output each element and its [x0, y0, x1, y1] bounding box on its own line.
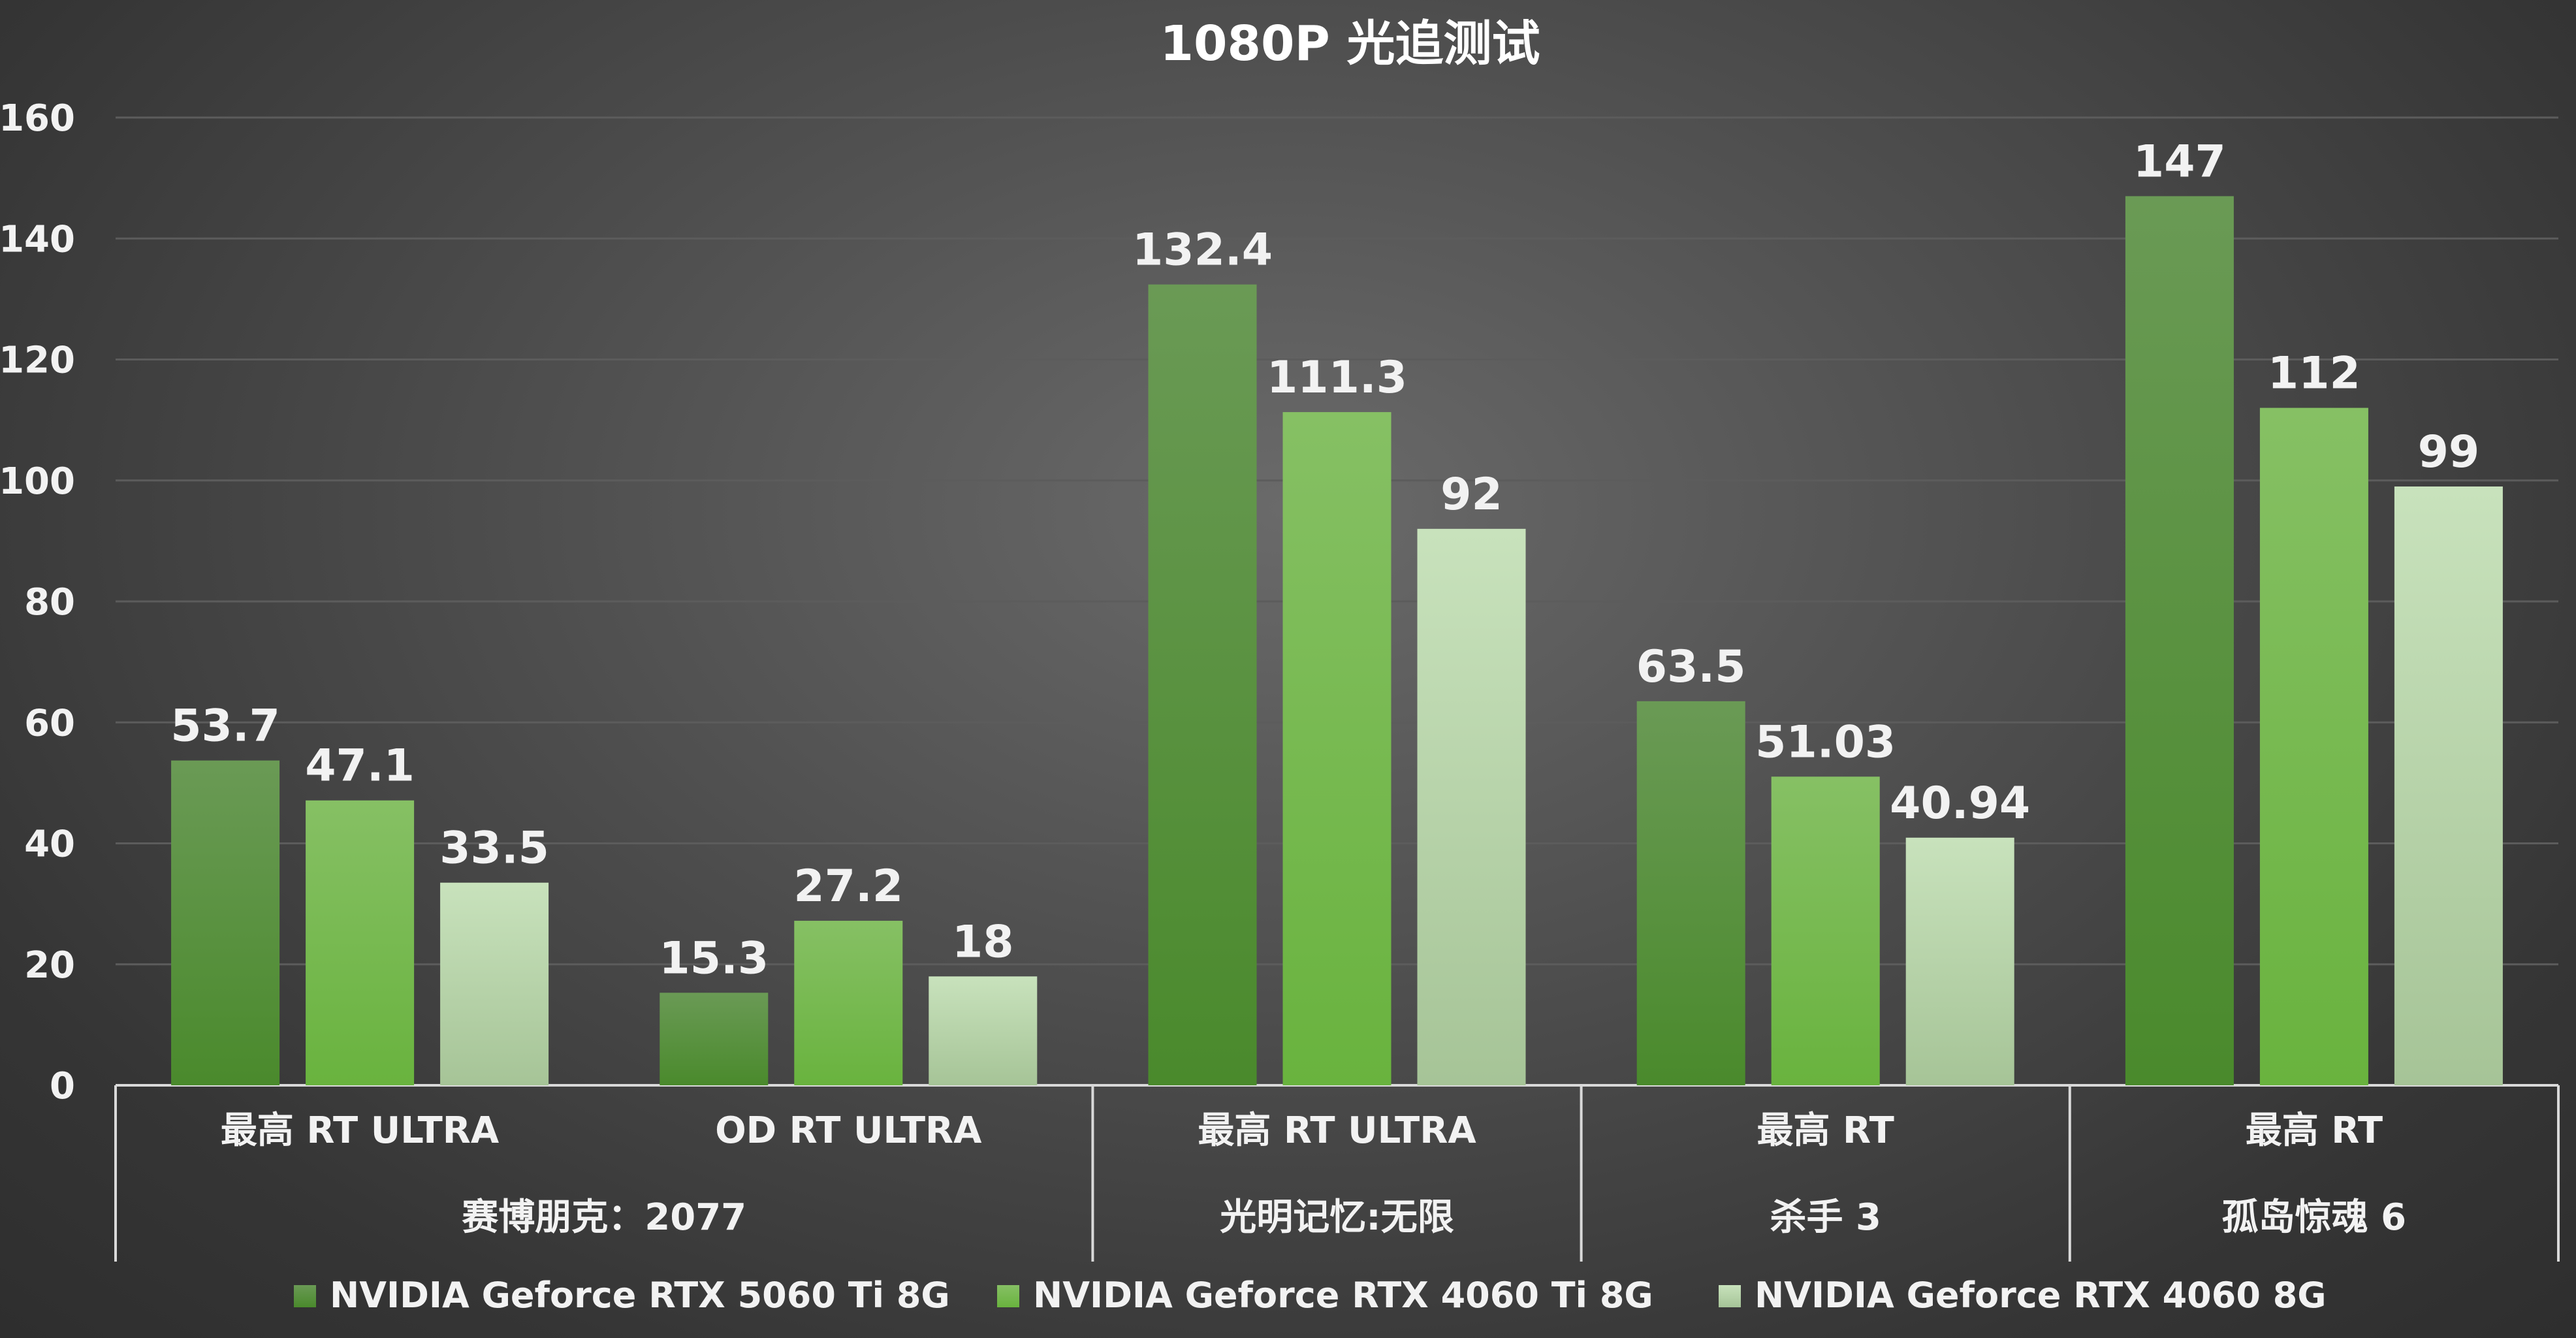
data-label: 18	[952, 916, 1014, 968]
bar	[1148, 284, 1257, 1085]
legend-swatch	[1719, 1285, 1741, 1307]
data-label: 27.2	[793, 861, 903, 912]
y-tick-label: 0	[50, 1065, 75, 1107]
bar	[440, 882, 549, 1085]
bar	[1417, 528, 1526, 1085]
x-category-label: 最高 RT	[2246, 1109, 2383, 1152]
bar	[306, 800, 415, 1085]
data-label: 147	[2133, 136, 2226, 187]
x-group-label: 杀手 3	[1770, 1196, 1881, 1239]
x-category-label: OD RT ULTRA	[715, 1109, 982, 1152]
data-label: 111.3	[1267, 352, 1407, 404]
bar	[1771, 776, 1880, 1085]
legend-label: NVIDIA Geforce RTX 4060 Ti 8G	[1033, 1275, 1653, 1316]
chart-title: 1080P 光追测试	[1160, 16, 1540, 72]
legend-label: NVIDIA Geforce RTX 5060 Ti 8G	[330, 1275, 950, 1316]
x-group-label: 赛博朋克：2077	[462, 1196, 746, 1239]
bar	[171, 760, 280, 1085]
legend-swatch	[294, 1285, 316, 1307]
bar	[2125, 196, 2234, 1086]
data-label: 15.3	[659, 932, 769, 984]
data-label: 92	[1440, 469, 1503, 520]
data-label: 112	[2268, 348, 2361, 400]
data-label: 51.03	[1755, 716, 1896, 768]
x-group-label: 光明记忆:无限	[1220, 1196, 1454, 1239]
x-category-label: 最高 RT ULTRA	[1198, 1109, 1476, 1152]
y-tick-label: 60	[24, 702, 75, 744]
y-tick-label: 100	[0, 460, 75, 503]
data-label: 47.1	[305, 741, 415, 792]
legend-label: NVIDIA Geforce RTX 4060 8G	[1755, 1275, 2327, 1316]
y-tick-label: 140	[0, 218, 75, 261]
data-label: 63.5	[1636, 641, 1746, 693]
data-label: 40.94	[1890, 778, 2030, 829]
data-label: 33.5	[439, 823, 549, 874]
bar	[2259, 407, 2368, 1085]
y-tick-label: 160	[0, 97, 75, 140]
y-tick-label: 120	[0, 340, 75, 382]
bar	[660, 993, 769, 1085]
x-category-label: 最高 RT ULTRA	[221, 1109, 500, 1152]
data-label: 99	[2418, 426, 2480, 478]
y-tick-label: 80	[24, 581, 75, 624]
bar	[794, 921, 903, 1085]
bar	[1905, 837, 2014, 1085]
y-tick-label: 40	[24, 823, 75, 866]
bar	[2394, 486, 2503, 1085]
bar	[1636, 701, 1745, 1085]
data-label: 132.4	[1132, 225, 1273, 276]
legend-swatch	[997, 1285, 1019, 1307]
x-group-label: 孤岛惊魂 6	[2222, 1196, 2406, 1239]
bar	[1282, 412, 1391, 1085]
y-tick-label: 20	[24, 944, 75, 987]
bar	[929, 976, 1038, 1085]
data-label: 53.7	[170, 701, 280, 752]
x-category-label: 最高 RT	[1757, 1109, 1894, 1152]
